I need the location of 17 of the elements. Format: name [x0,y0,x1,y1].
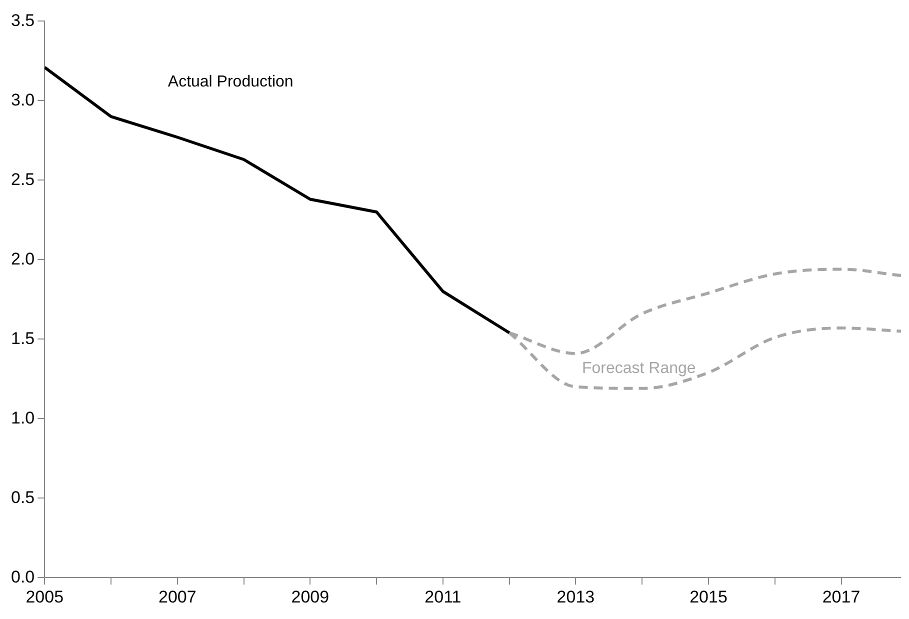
y-tick-label: 1.0 [10,408,35,428]
x-tick-label: 2013 [556,587,595,606]
y-tick-label: 3.0 [10,90,35,110]
y-tick-label: 2.0 [10,249,35,268]
y-tick-label: 3.5 [10,10,35,30]
x-tick-label: 2005 [26,587,64,606]
x-tick-label: 2017 [822,587,860,606]
y-tick-label: 0.0 [10,567,35,586]
x-tick-label: 2011 [424,587,462,606]
x-tick-label: 2009 [291,587,330,606]
annotation: Actual Production [168,74,294,91]
y-tick-label: 0.5 [10,488,35,507]
y-tick-label: 2.5 [10,170,35,189]
y-tick-label: 1.5 [10,328,35,348]
x-tick-label: 2015 [690,587,728,606]
annotation: Forecast Range [582,360,696,378]
x-tick-label: 2007 [158,587,196,606]
